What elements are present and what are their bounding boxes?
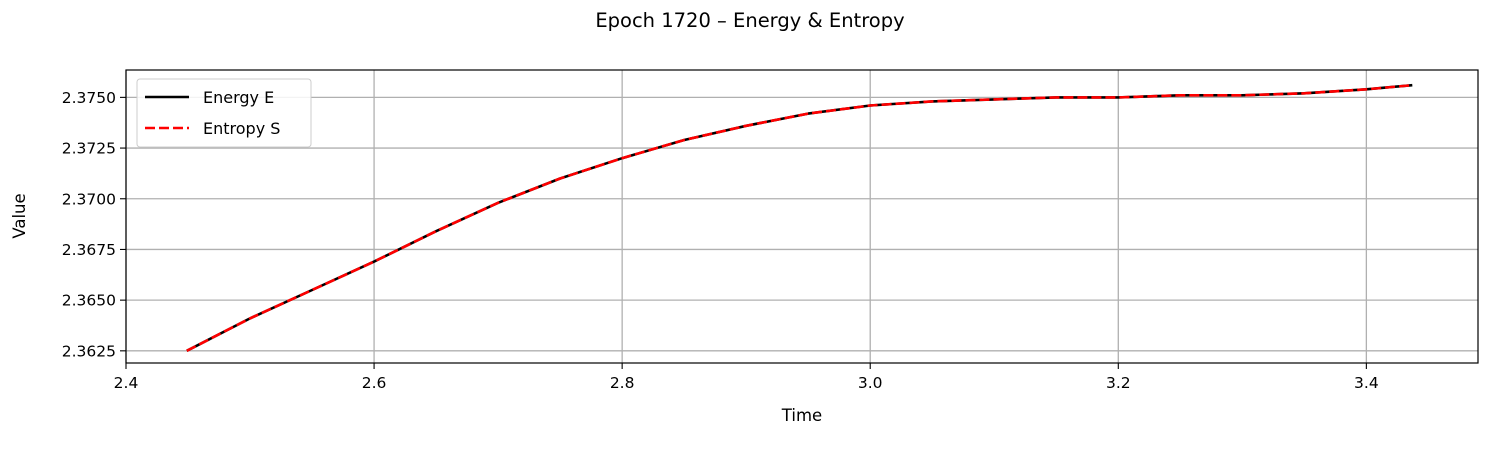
x-axis-title: Time <box>781 406 822 425</box>
x-tick-label: 3.2 <box>1106 374 1131 392</box>
legend: Energy E Entropy S <box>136 78 312 148</box>
series-line-entropy-s <box>186 83 1413 352</box>
ticks: 2.4 2.6 2.8 3.0 3.2 3.4 2.3625 2.3650 2.3675 2.37… <box>62 89 1379 392</box>
y-tick-label: 2.3750 <box>62 89 116 107</box>
grid <box>125 70 1478 363</box>
legend-label: Energy E <box>203 88 274 107</box>
chart-title: Epoch 1720 – Energy & Entropy <box>595 9 904 32</box>
y-tick-label: 2.3650 <box>62 292 116 310</box>
y-tick-label: 2.3725 <box>62 140 116 158</box>
y-tick-label: 2.3625 <box>62 342 116 360</box>
y-tick-label: 2.3700 <box>62 190 116 208</box>
x-tick-label: 2.6 <box>362 374 387 392</box>
x-tick-label: 2.8 <box>610 374 635 392</box>
series-line-energy-e <box>186 83 1413 352</box>
legend-label: Entropy S <box>203 119 280 138</box>
y-tick-label: 2.3675 <box>62 241 116 259</box>
y-axis-title: Value <box>10 193 29 238</box>
plot-frame <box>125 69 1479 364</box>
x-tick-label: 3.0 <box>858 374 883 392</box>
series-group <box>186 83 1413 352</box>
x-tick-label: 2.4 <box>114 374 139 392</box>
x-tick-label: 3.4 <box>1354 374 1379 392</box>
